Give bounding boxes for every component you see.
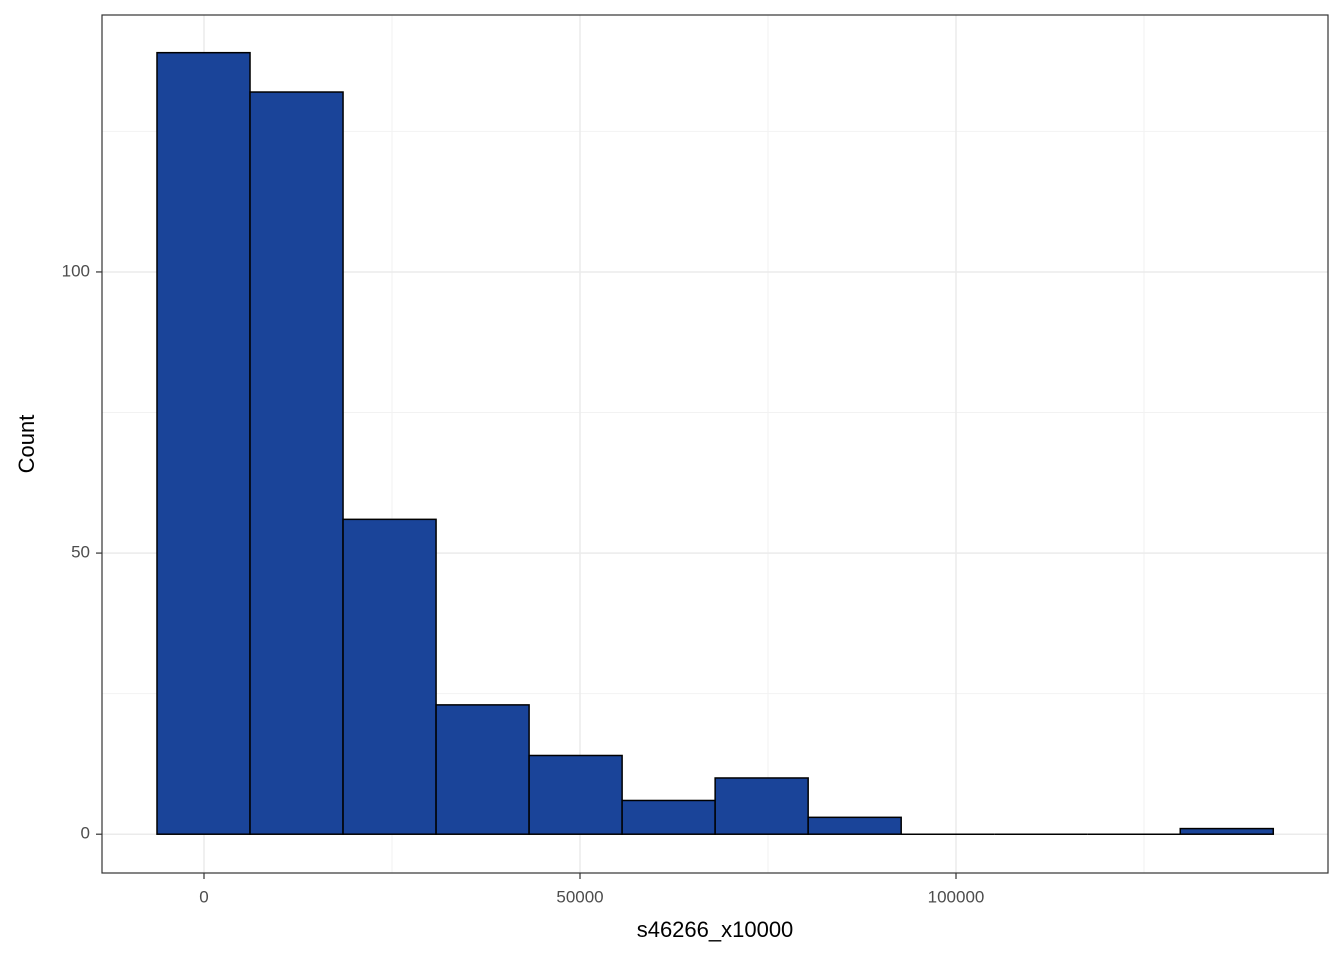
- y-tick-label: 100: [62, 261, 90, 280]
- x-tick-label: 100000: [928, 887, 985, 906]
- bar: [1179, 827, 1275, 835]
- y-tick-label: 50: [71, 543, 90, 562]
- bar: [249, 91, 344, 835]
- bar: [342, 518, 437, 835]
- x-tick-label: 50000: [556, 887, 603, 906]
- y-tick-label: 0: [81, 824, 90, 843]
- x-axis-title: s46266_x10000: [637, 917, 794, 942]
- bar: [714, 777, 809, 835]
- bar: [528, 754, 623, 835]
- x-tick-label: 0: [199, 887, 208, 906]
- bar: [807, 816, 902, 835]
- bar: [621, 799, 716, 835]
- bar: [156, 51, 251, 835]
- panel-border: [101, 14, 1329, 874]
- bar: [435, 704, 530, 835]
- y-axis-title: Count: [14, 415, 39, 474]
